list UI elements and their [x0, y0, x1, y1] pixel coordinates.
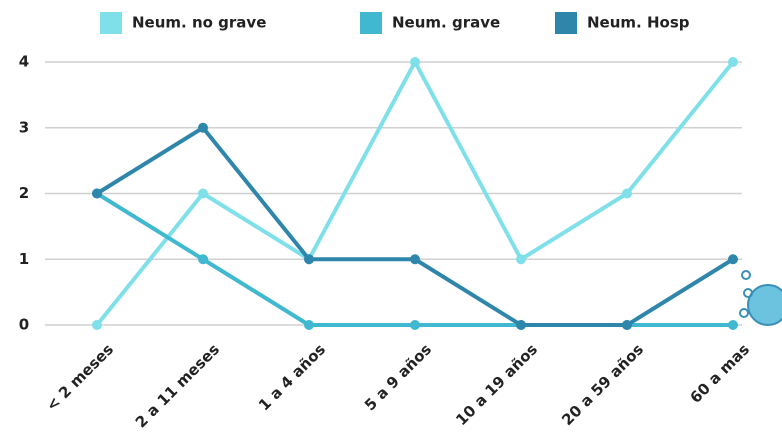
x-tick-label: < 2 meses: [43, 340, 117, 414]
data-point: [622, 188, 632, 199]
data-point: [410, 57, 420, 67]
data-point: [198, 188, 208, 199]
y-tick-label: 1: [19, 250, 29, 268]
data-point: [198, 122, 208, 133]
legend-swatch: [360, 12, 382, 34]
x-tick-label: 2 a 11 meses: [132, 340, 223, 431]
virus-icon: [739, 270, 782, 326]
x-tick-label: 10 a 19 años: [452, 340, 541, 429]
legend-swatch: [555, 12, 577, 34]
legend-label: Neum. grave: [392, 14, 500, 32]
y-tick-label: 4: [19, 53, 29, 71]
data-point: [198, 254, 208, 265]
data-point: [92, 188, 102, 199]
series-line: [95, 125, 735, 327]
data-point: [516, 254, 526, 265]
data-point: [304, 254, 314, 265]
data-point: [410, 320, 420, 330]
data-point: [728, 320, 738, 330]
data-point: [92, 320, 102, 330]
data-point: [516, 320, 526, 330]
legend-swatch: [100, 12, 122, 34]
y-tick-label: 3: [19, 118, 29, 136]
y-tick-label: 0: [19, 316, 29, 334]
data-point: [410, 254, 420, 265]
x-tick-label: 1 a 4 años: [255, 340, 329, 414]
data-point: [728, 57, 738, 67]
data-point: [622, 320, 632, 330]
x-tick-label: 60 a mas: [686, 340, 753, 407]
data-point: [728, 254, 738, 265]
legend-label: Neum. Hosp: [587, 14, 690, 32]
y-tick-label: 2: [19, 184, 29, 202]
x-tick-label: 20 a 59 años: [558, 340, 647, 429]
data-point: [304, 320, 314, 330]
legend-label: Neum. no grave: [132, 14, 266, 32]
x-tick-label: 5 a 9 años: [361, 340, 435, 414]
